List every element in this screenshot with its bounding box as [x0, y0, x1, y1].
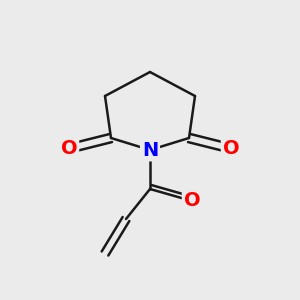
Text: O: O	[223, 139, 239, 158]
Text: O: O	[61, 139, 77, 158]
Text: O: O	[184, 191, 200, 211]
Text: N: N	[142, 140, 158, 160]
